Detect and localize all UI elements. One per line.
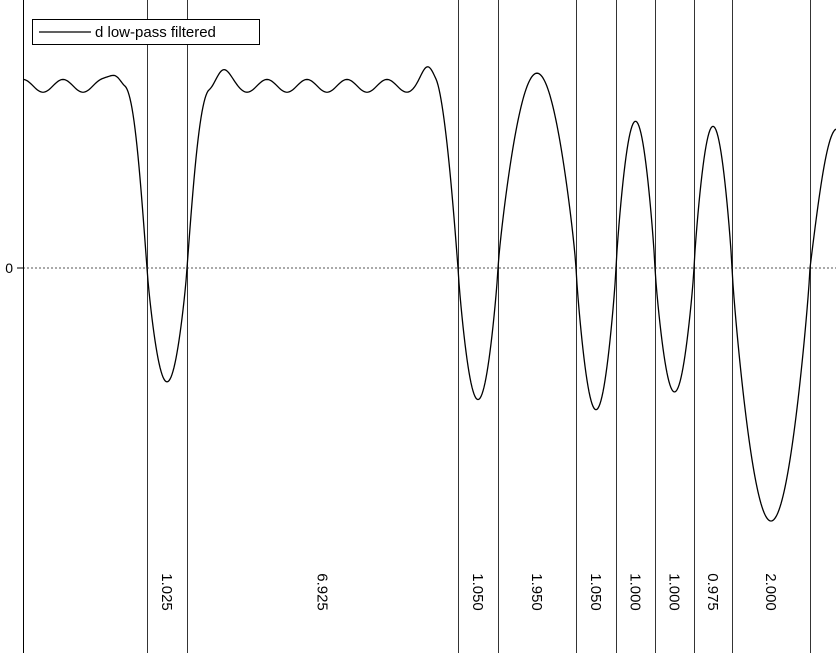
interval-label: 1.950 <box>528 573 545 611</box>
interval-label: 2.000 <box>762 573 779 611</box>
interval-lines <box>147 0 811 653</box>
interval-label: 1.000 <box>666 573 683 611</box>
legend: d low-pass filtered <box>32 19 260 45</box>
series-line-d-low-pass-filtered <box>22 66 836 522</box>
interval-label: 1.050 <box>587 573 604 611</box>
y-tick-label: 0 <box>5 260 13 276</box>
interval-labels: 1.025 6.925 1.050 1.950 1.050 1.000 1.000 0.975… <box>158 573 779 611</box>
interval-label: 1.000 <box>627 573 644 611</box>
interval-label: 0.975 <box>704 573 721 611</box>
interval-label: 1.025 <box>158 573 175 611</box>
legend-label: d low-pass filtered <box>95 24 216 41</box>
interval-label: 1.050 <box>469 573 486 611</box>
interval-label: 6.925 <box>314 573 331 611</box>
